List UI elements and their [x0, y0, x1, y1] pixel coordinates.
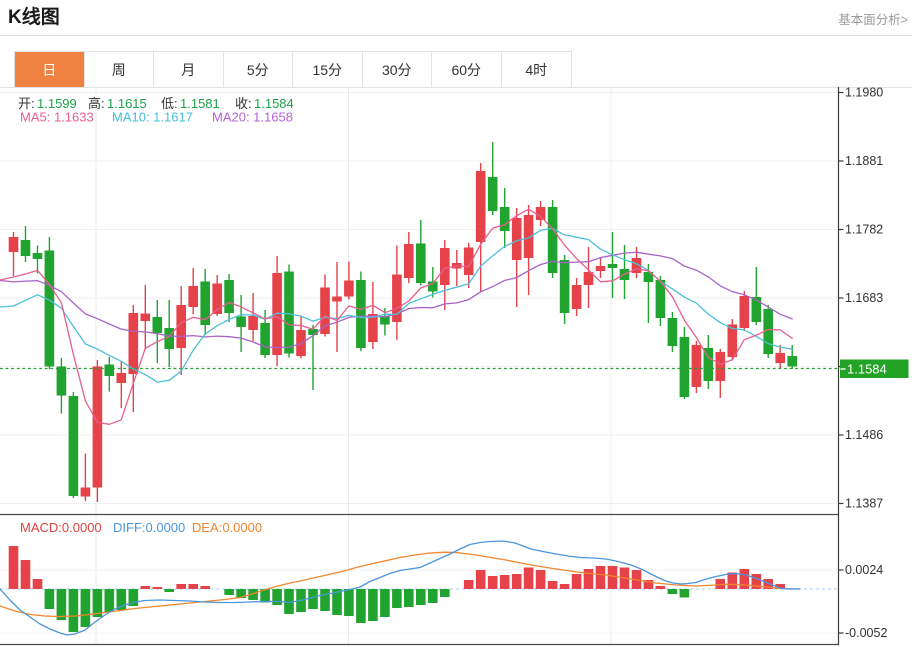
svg-text:低:: 低:: [161, 96, 178, 111]
svg-text:DEA:0.0000: DEA:0.0000: [192, 520, 262, 535]
svg-text:1.1881: 1.1881: [845, 154, 883, 168]
svg-text:MA20: 1.1658: MA20: 1.1658: [212, 110, 293, 125]
svg-text:1.1584: 1.1584: [847, 362, 887, 377]
svg-text:1.1486: 1.1486: [845, 428, 883, 442]
svg-text:1.1683: 1.1683: [845, 291, 883, 305]
svg-text:MACD:0.0000: MACD:0.0000: [20, 520, 102, 535]
svg-text:高:: 高:: [88, 96, 105, 111]
svg-text:1.1584: 1.1584: [254, 96, 294, 111]
svg-text:开:: 开:: [18, 96, 35, 111]
svg-text:MA5: 1.1633: MA5: 1.1633: [20, 110, 94, 125]
svg-text:1.1387: 1.1387: [845, 497, 883, 511]
svg-text:1.1980: 1.1980: [845, 86, 883, 100]
svg-text:1.1599: 1.1599: [37, 96, 77, 111]
svg-text:DIFF:0.0000: DIFF:0.0000: [113, 520, 185, 535]
svg-text:0.0024: 0.0024: [845, 563, 883, 577]
svg-text:1.1581: 1.1581: [180, 96, 220, 111]
svg-text:1.1615: 1.1615: [107, 96, 147, 111]
svg-text:1.1782: 1.1782: [845, 223, 883, 237]
svg-text:MA10: 1.1617: MA10: 1.1617: [112, 110, 193, 125]
svg-text:收:: 收:: [235, 96, 252, 111]
svg-text:-0.0052: -0.0052: [845, 626, 887, 640]
